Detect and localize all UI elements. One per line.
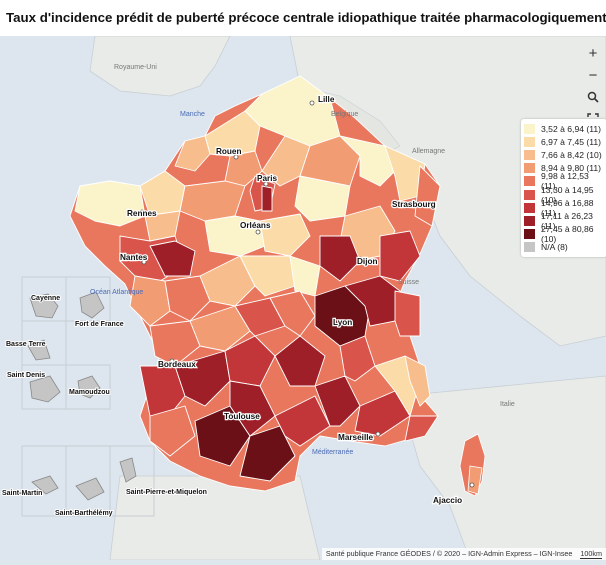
legend-swatch — [524, 176, 535, 187]
uk-landmass — [89, 35, 231, 97]
legend-item[interactable]: 8,94 à 9,80 (11) — [524, 162, 604, 175]
corsica — [459, 433, 486, 497]
label-marseille: Marseille — [338, 433, 373, 442]
legend-swatch — [524, 189, 535, 200]
legend-item[interactable]: N/A (8) — [524, 241, 604, 254]
legend-item[interactable]: 14,96 à 16,88 (11) — [524, 198, 604, 218]
map-controls: + − — [584, 44, 602, 128]
region-labels: Royaume-Uni Belgique Allemagne Suisse It… — [114, 64, 515, 408]
legend-swatch — [524, 242, 535, 253]
label-fort-de-france: Fort de France — [75, 321, 124, 328]
legend-label: N/A (8) — [541, 242, 568, 253]
label-rennes: Rennes — [127, 209, 157, 218]
label-mediterranee: Méditerranée — [312, 449, 353, 456]
legend-swatch — [524, 149, 535, 160]
legend-label: 7,66 à 8,42 (10) — [541, 149, 602, 160]
label-belgique: Belgique — [331, 111, 358, 118]
legend-swatch — [524, 163, 535, 174]
legend-swatch — [524, 123, 535, 134]
label-saint-martin: Saint-Martin — [2, 490, 42, 497]
legend-swatch — [524, 136, 535, 147]
plus-icon[interactable]: + — [588, 44, 598, 62]
legend: 3,52 à 6,94 (11) 6,97 à 7,45 (11) 7,66 à 8… — [521, 119, 606, 257]
label-lyon: Lyon — [333, 318, 352, 327]
label-mamoudzou: Mamoudzou — [69, 389, 110, 396]
legend-item[interactable]: 3,52 à 6,94 (11) — [524, 122, 604, 135]
legend-label: 14,96 à 16,88 (11) — [541, 197, 594, 218]
legend-swatch — [524, 229, 535, 240]
overseas-shapes — [27, 291, 137, 501]
scale-label: 100km — [580, 549, 602, 559]
attribution-text: Santé publique France GÉODES / © 2020 – … — [325, 549, 573, 558]
map[interactable]: Royaume-Uni Belgique Allemagne Suisse It… — [0, 35, 606, 561]
label-strasbourg: Strasbourg — [392, 200, 436, 209]
label-basse-terre: Basse Terre — [6, 341, 46, 348]
legend-label: 8,94 à 9,80 (11) — [541, 163, 602, 174]
label-manche: Manche — [180, 111, 205, 118]
label-cayenne: Cayenne — [31, 295, 60, 302]
attribution: Santé publique France GÉODES / © 2020 – … — [321, 548, 606, 560]
label-dijon: Dijon — [357, 257, 377, 266]
legend-item[interactable]: 9,98 à 12,53 (11) — [524, 171, 604, 191]
legend-item[interactable]: 6,97 à 7,45 (11) — [524, 135, 604, 148]
legend-item[interactable]: 7,66 à 8,42 (10) — [524, 148, 604, 161]
label-ocean: Océan Atlantique — [90, 289, 143, 296]
legend-item[interactable]: 17,11 à 26,23 (11) — [524, 211, 604, 231]
legend-label: 17,11 à 26,23 (11) — [541, 210, 593, 231]
legend-swatch — [524, 215, 535, 226]
legend-label: 27,45 à 80,86 (10) — [541, 224, 594, 245]
city-labels: Lille Rouen Paris Rennes Orléans Strasbo… — [119, 94, 464, 506]
label-suisse: Suisse — [398, 279, 419, 286]
legend-label: 13,30 à 14,95 (10) — [541, 184, 594, 205]
label-rouen: Rouen — [216, 147, 241, 156]
fullscreen-icon[interactable] — [584, 110, 602, 128]
inset-mayotte — [65, 364, 111, 410]
label-italie: Italie — [500, 401, 515, 408]
label-royaume-uni: Royaume-Uni — [114, 64, 157, 71]
legend-label: 6,97 à 7,45 (11) — [541, 136, 602, 147]
label-lille: Lille — [318, 95, 335, 104]
sea-labels: Manche Océan Atlantique Méditerranée — [90, 111, 353, 456]
label-saint-denis: Saint Denis — [7, 372, 45, 379]
legend-item[interactable]: 13,30 à 14,95 (10) — [524, 185, 604, 205]
label-nantes: Nantes — [120, 253, 148, 262]
legend-label: 3,52 à 6,94 (11) — [541, 123, 602, 134]
label-saint-pierre: Saint-Pierre-et-Miquelon — [126, 489, 207, 496]
legend-item[interactable]: 27,45 à 80,86 (10) — [524, 224, 604, 244]
minus-icon[interactable]: − — [588, 66, 598, 84]
overseas-labels: Cayenne Fort de France Basse Terre Saint… — [1, 294, 208, 518]
label-bordeaux: Bordeaux — [158, 360, 196, 369]
legend-label: 9,98 à 12,53 (11) — [541, 171, 589, 192]
page-title: Taux d'incidence prédit de puberté préco… — [0, 0, 606, 36]
inset-martinique — [65, 276, 111, 322]
search-icon[interactable] — [584, 88, 602, 106]
label-paris: Paris — [257, 174, 277, 183]
city-markers — [139, 100, 475, 488]
label-ajaccio: Ajaccio — [433, 496, 462, 505]
label-allemagne: Allemagne — [412, 148, 445, 155]
label-saint-barthelemy: Saint-Barthélémy — [55, 510, 113, 517]
label-orleans: Orléans — [240, 221, 271, 230]
france-map — [69, 75, 441, 492]
inset-saint-pierre — [109, 445, 155, 517]
legend-swatch — [524, 202, 535, 213]
label-toulouse: Toulouse — [224, 412, 260, 421]
overseas-insets — [21, 276, 155, 517]
